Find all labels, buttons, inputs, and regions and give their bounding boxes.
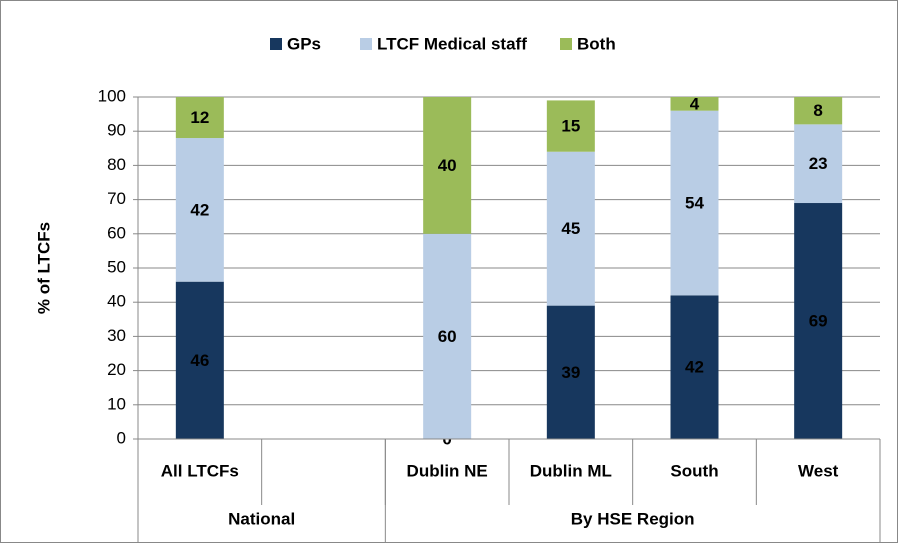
x-tick-label: Dublin NE (407, 461, 488, 480)
bar-segment (670, 295, 719, 439)
y-tick-label: 20 (107, 360, 126, 379)
data-label: 8 (813, 101, 822, 120)
y-tick-label: 50 (107, 257, 126, 276)
y-axis-title: % of LTCFs (34, 222, 53, 314)
bar-segment (670, 97, 719, 111)
bar-segment (670, 110, 719, 296)
y-tick-label: 60 (107, 223, 126, 242)
bar-segment (794, 124, 843, 204)
bar-segment (546, 151, 595, 306)
y-tick-label: 70 (107, 189, 126, 208)
bar-segment (175, 138, 224, 282)
legend-swatch (360, 38, 372, 50)
y-tick-label: 10 (107, 394, 126, 413)
x-tick-label: All LTCFs (161, 461, 239, 480)
legend-swatch (270, 38, 282, 50)
data-label: 15 (561, 117, 580, 136)
bar-segment (175, 281, 224, 439)
data-label: 45 (561, 219, 580, 238)
data-label: 42 (685, 358, 704, 377)
bar-segment (546, 100, 595, 152)
group-label: By HSE Region (571, 509, 695, 528)
x-tick-label: Dublin ML (530, 461, 612, 480)
data-label: 4 (690, 94, 700, 113)
y-tick-label: 0 (117, 428, 126, 447)
data-label: 46 (190, 351, 209, 370)
data-label: 40 (438, 156, 457, 175)
legend-label: GPs (287, 34, 321, 53)
y-tick-label: 80 (107, 155, 126, 174)
y-tick-label: 40 (107, 292, 126, 311)
x-tick-label: West (798, 461, 839, 480)
data-label: 54 (685, 194, 704, 213)
data-label: 39 (561, 363, 580, 382)
bar-segment (794, 97, 843, 125)
x-tick-label: South (670, 461, 718, 480)
legend-label: Both (577, 34, 616, 53)
bar-segment (423, 233, 472, 439)
bar-segment (175, 97, 224, 139)
data-label: 42 (190, 200, 209, 219)
bar-segment (546, 305, 595, 439)
legend-swatch (560, 38, 572, 50)
data-label: 23 (809, 154, 828, 173)
bar-segment (423, 97, 472, 234)
data-label: 69 (809, 311, 828, 330)
data-label: 60 (438, 327, 457, 346)
y-tick-label: 90 (107, 121, 126, 140)
group-label: National (228, 509, 295, 528)
bar-segment (794, 203, 843, 439)
y-tick-label: 30 (107, 326, 126, 345)
y-tick-label: 100 (98, 86, 126, 105)
legend-label: LTCF Medical staff (377, 34, 527, 53)
data-label: 12 (190, 108, 209, 127)
